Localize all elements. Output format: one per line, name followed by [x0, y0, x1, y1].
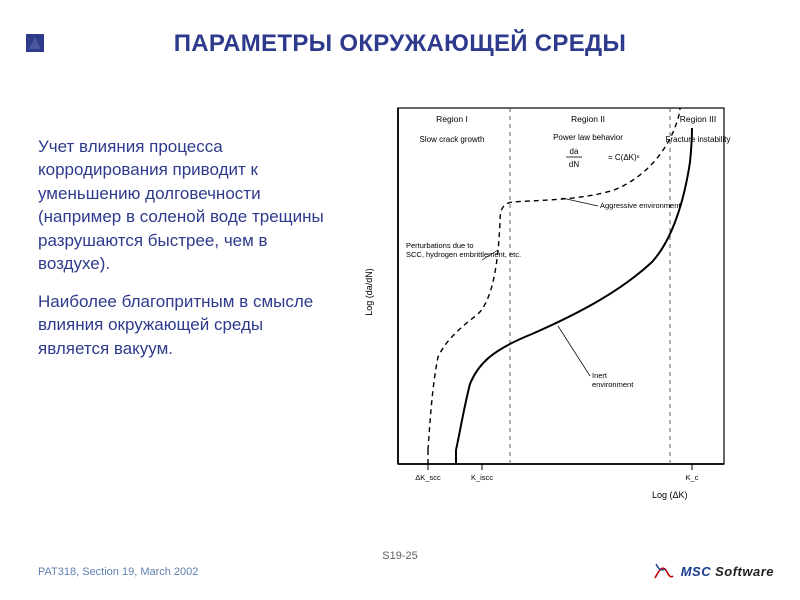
formula-mid: dN [569, 160, 579, 169]
region3-label: Region III [680, 114, 716, 124]
region3-sub: Fracture instability [666, 135, 731, 144]
region2-sub: Power law behavior [553, 133, 623, 142]
xtick-2-label: K_iscc [471, 473, 493, 482]
logo-software: Software [715, 564, 774, 579]
region1-sub: Slow crack growth [420, 135, 485, 144]
region1-label: Region I [436, 114, 468, 124]
diagram-svg: Region I Slow crack growth Region II Pow… [352, 82, 772, 512]
crack-growth-diagram: Region I Slow crack growth Region II Pow… [352, 82, 772, 512]
formula-top: da [570, 147, 579, 156]
plot-frame [398, 108, 724, 464]
xtick-1-label: ΔK_scc [415, 473, 441, 482]
x-axis-label: Log (ΔK) [652, 490, 688, 500]
footer-logo: MSC Software [653, 562, 774, 580]
slide-title: ПАРАМЕТРЫ ОКРУЖАЮЩЕЙ СРЕДЫ [0, 30, 800, 58]
logo-msc: MSC [681, 564, 711, 579]
footer-page-number: S19-25 [382, 550, 417, 562]
paragraph-1: Учет влияния процесса корродирования при… [38, 135, 328, 276]
aggressive-label: Aggressive environment [600, 201, 681, 210]
y-axis-label: Log (da/dN) [364, 268, 374, 316]
footer-left: PAT318, Section 19, March 2002 [38, 566, 198, 578]
formula-rhs: = C(ΔK)ⁿ [608, 153, 640, 162]
region2-label: Region II [571, 114, 605, 124]
logo-mark-icon [653, 562, 675, 580]
xtick-3-label: K_c [686, 473, 699, 482]
body-text-block: Учет влияния процесса корродирования при… [38, 135, 328, 374]
paragraph-2: Наиболее благопритным в смысле влияния о… [38, 290, 328, 360]
